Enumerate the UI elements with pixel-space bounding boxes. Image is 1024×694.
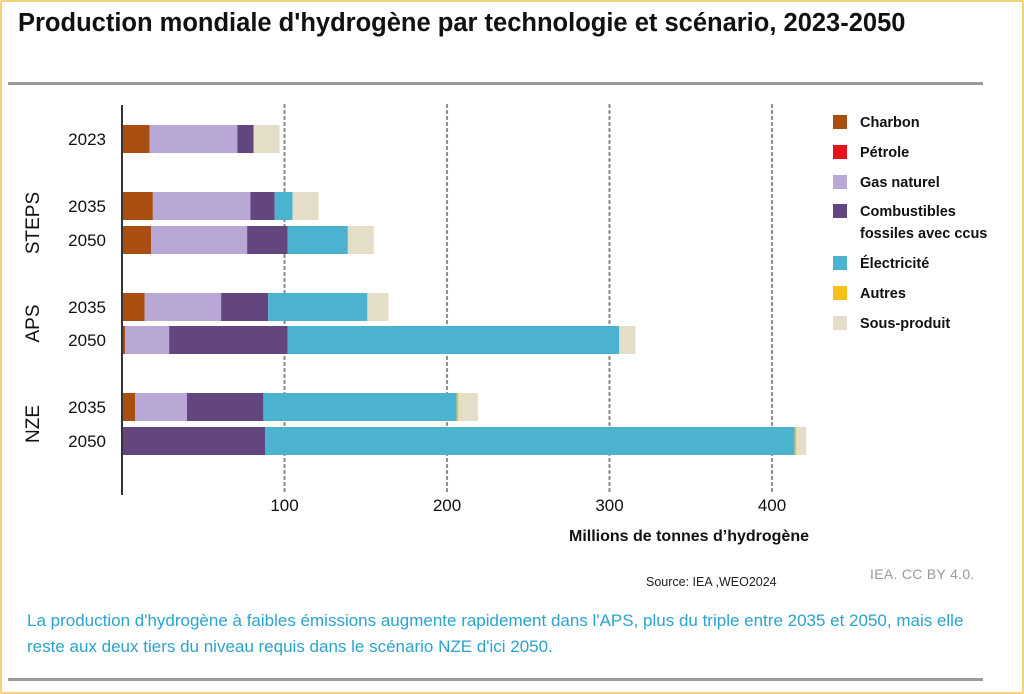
caption: La production d'hydrogène à faibles émis… — [27, 611, 964, 656]
legend-swatch — [833, 115, 847, 129]
y-tick-label: 2035 — [68, 298, 106, 317]
top-divider — [8, 82, 983, 85]
source-note: Source: IEA ,WEO2024 — [646, 575, 777, 589]
bar-segment-charbon — [122, 226, 152, 254]
bar-segment--lectricit- — [263, 393, 457, 421]
group-label: NZE — [23, 405, 44, 443]
bar-segment-sous-produit — [796, 427, 807, 455]
bars — [122, 125, 807, 455]
legend-label: Sous-produit — [860, 316, 950, 332]
bar-segment-charbon — [122, 293, 145, 321]
bar-segment--lectricit- — [274, 192, 293, 220]
legend-swatch — [833, 286, 847, 300]
legend-swatch — [833, 256, 847, 270]
bar-segment-gas-naturel — [135, 393, 187, 421]
bar-segment-combustibles-fossiles-avec-ccus — [237, 125, 254, 153]
legend: Charbon Pétrole Gas naturel Combustibles fos… — [833, 115, 987, 332]
bar-segment-sous-produit — [619, 326, 636, 354]
group-label: STEPS — [23, 192, 44, 254]
y-tick-label: 2050 — [68, 432, 106, 451]
legend-swatch — [833, 316, 847, 330]
bar-segment-gas-naturel — [152, 192, 251, 220]
bar-segment-gas-naturel — [125, 326, 170, 354]
bar-segment-combustibles-fossiles-avec-ccus — [247, 226, 288, 254]
bar-segment-combustibles-fossiles-avec-ccus — [250, 192, 275, 220]
axes: 100 200 300 400 2023 2035 2050 2035 2050 2035 2050… — [23, 105, 809, 545]
bar-segment-autres — [456, 393, 459, 421]
chart-title: Production mondiale d'hydrogène par tech… — [18, 9, 906, 37]
legend-swatch — [833, 204, 847, 218]
x-tick-label: 200 — [433, 496, 461, 515]
bar-segment-combustibles-fossiles-avec-ccus — [169, 326, 288, 354]
bar-segment-combustibles-fossiles-avec-ccus — [187, 393, 264, 421]
y-tick-label: 2035 — [68, 197, 106, 216]
bar-segment--lectricit- — [287, 226, 348, 254]
credit-note: IEA. CC BY 4.0. — [870, 566, 975, 582]
bar-segment-charbon — [122, 125, 150, 153]
bar-segment-autres — [794, 427, 797, 455]
y-tick-label: 2023 — [68, 130, 106, 149]
x-axis-title: Millions de tonnes d’hydrogène — [569, 528, 809, 545]
x-tick-label: 100 — [270, 496, 298, 515]
bottom-divider — [8, 678, 983, 681]
bar-segment-sous-produit — [253, 125, 280, 153]
bar-segment-gas-naturel — [151, 226, 248, 254]
group-label: APS — [23, 304, 44, 342]
bar-segment--lectricit- — [265, 427, 795, 455]
bar-segment--lectricit- — [268, 293, 368, 321]
bar-segment-combustibles-fossiles-avec-ccus — [122, 427, 265, 455]
legend-label: Gas naturel — [860, 175, 940, 191]
bar-segment-gas-naturel — [144, 293, 222, 321]
bar-segment-sous-produit — [458, 393, 478, 421]
legend-label-line2: fossiles avec ccus — [860, 226, 987, 242]
y-tick-label: 2050 — [68, 231, 106, 250]
bar-segment-gas-naturel — [149, 125, 238, 153]
bar-segment-sous-produit — [292, 192, 319, 220]
bar-segment-charbon — [122, 192, 153, 220]
x-tick-label: 300 — [595, 496, 623, 515]
legend-label: Charbon — [860, 115, 920, 131]
legend-swatch — [833, 175, 847, 189]
bar-segment-charbon — [122, 393, 135, 421]
legend-label: Combustibles — [860, 204, 956, 220]
bar-segment--lectricit- — [287, 326, 620, 354]
y-tick-label: 2050 — [68, 331, 106, 350]
y-tick-label: 2035 — [68, 398, 106, 417]
bar-segment-combustibles-fossiles-avec-ccus — [221, 293, 269, 321]
legend-label: Autres — [860, 286, 906, 302]
x-tick-label: 400 — [758, 496, 786, 515]
legend-label: Électricité — [860, 255, 929, 272]
legend-label: Pétrole — [860, 145, 909, 161]
bar-segment-sous-produit — [347, 226, 374, 254]
bar-segment-charbon — [122, 326, 126, 354]
bar-segment-sous-produit — [367, 293, 389, 321]
legend-swatch — [833, 145, 847, 159]
